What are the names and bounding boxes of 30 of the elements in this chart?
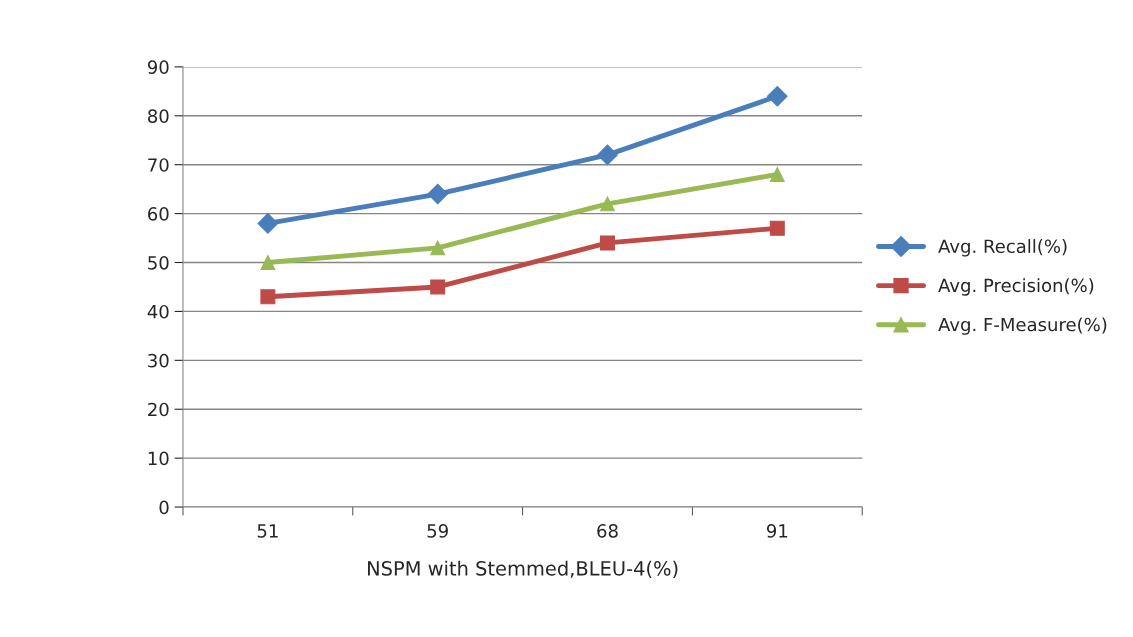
- point: [600, 196, 615, 212]
- y-tick-label: 80: [148, 109, 169, 123]
- legend-label: Avg. Recall(%): [938, 239, 1067, 257]
- point: [257, 213, 279, 234]
- x-tick-label: 91: [766, 524, 788, 538]
- y-tick-label: 60: [148, 207, 169, 221]
- point: [600, 235, 615, 251]
- x-axis-title: NSPM with Stemmed,BLEU-4(%): [367, 560, 678, 578]
- legend-label: Avg. Precision(%): [938, 278, 1094, 296]
- legend-label: Avg. F-Measure(%): [938, 317, 1107, 335]
- y-tick-label: 30: [148, 353, 169, 368]
- point: [766, 85, 788, 107]
- point: [260, 289, 276, 305]
- x-tick-label: 51: [257, 524, 278, 538]
- point: [430, 279, 446, 295]
- point: [769, 167, 785, 182]
- point: [427, 183, 449, 205]
- x-tick-label: 68: [597, 524, 618, 538]
- y-tick-label: 50: [148, 255, 169, 270]
- point: [769, 220, 785, 236]
- y-tick-label: 0: [159, 500, 169, 515]
- point: [597, 144, 618, 166]
- y-tick-label: 20: [148, 402, 169, 417]
- point: [430, 240, 446, 256]
- y-tick-label: 90: [147, 60, 169, 74]
- y-tick-label: 70: [148, 158, 169, 172]
- y-tick-label: 40: [147, 304, 169, 319]
- x-tick-label: 59: [427, 524, 448, 538]
- point: [260, 255, 276, 270]
- y-tick-label: 10: [148, 451, 169, 466]
